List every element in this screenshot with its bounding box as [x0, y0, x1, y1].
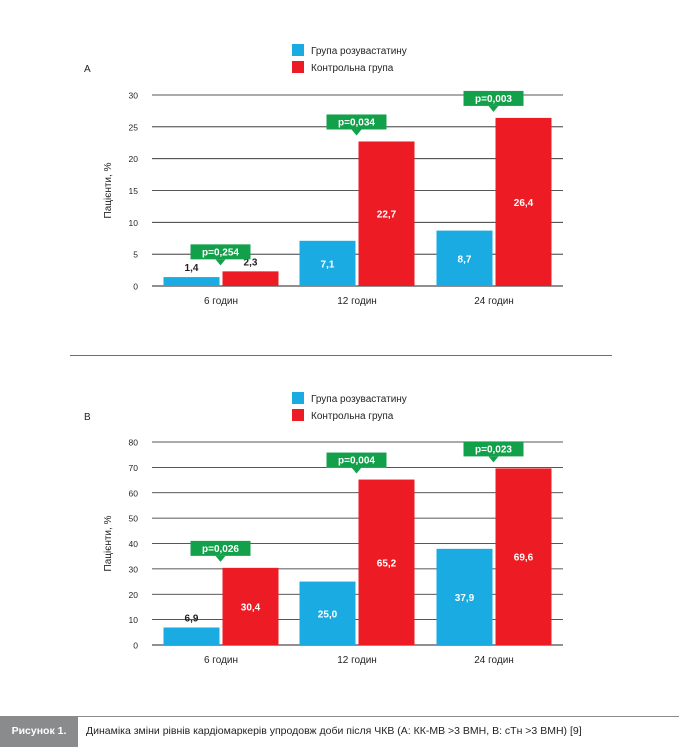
x-tick-label: 12 годин — [337, 296, 377, 307]
pvalue-badge-pointer — [351, 129, 362, 136]
y-tick-label: 20 — [129, 154, 139, 164]
legend-swatch — [292, 44, 304, 56]
bar — [222, 271, 279, 286]
pvalue-badge-pointer — [351, 467, 362, 474]
pvalue-label: p=0,003 — [475, 94, 512, 105]
bar — [495, 468, 552, 645]
bar — [222, 567, 279, 645]
bar — [358, 479, 415, 645]
legend-swatch — [292, 61, 304, 73]
y-tick-label: 30 — [129, 564, 139, 574]
x-tick-label: 12 годин — [337, 655, 377, 666]
data-label: 26,4 — [514, 198, 534, 209]
y-tick-label: 60 — [129, 488, 139, 498]
caption-tag: Рисунок 1. — [0, 716, 78, 747]
pvalue-badge: p=0,004 — [326, 452, 387, 474]
y-axis-label: Пацієнти, % — [103, 515, 114, 571]
pvalue-badge-box — [326, 452, 387, 468]
panel-label: А — [84, 64, 91, 75]
y-tick-label: 5 — [133, 250, 138, 260]
pvalue-badge: p=0,023 — [463, 441, 524, 463]
x-tick-label: 6 годин — [204, 655, 238, 666]
y-tick-label: 0 — [133, 282, 138, 292]
y-tick-label: 20 — [129, 590, 139, 600]
bar — [358, 141, 415, 286]
pvalue-badge-box — [190, 244, 251, 260]
pvalue-badge-box — [463, 441, 524, 457]
bar — [163, 277, 220, 286]
pvalue-badge: p=0,034 — [326, 114, 387, 136]
legend-label: Група розувастатину — [311, 46, 407, 57]
legend-label: Група розувастатину — [311, 394, 407, 405]
pvalue-label: p=0,026 — [202, 544, 239, 555]
pvalue-label: p=0,004 — [338, 456, 375, 467]
pvalue-badge-pointer — [488, 456, 499, 463]
y-tick-label: 10 — [129, 218, 139, 228]
y-tick-label: 70 — [129, 463, 139, 473]
y-axis-label: Пацієнти, % — [103, 162, 114, 218]
data-label: 1,4 — [185, 263, 199, 274]
legend-swatch — [292, 409, 304, 421]
pvalue-badge-box — [463, 90, 524, 106]
bar — [163, 627, 220, 645]
bar — [436, 548, 493, 645]
pvalue-badge-box — [190, 540, 251, 556]
pvalue-label: p=0,023 — [475, 444, 512, 455]
data-label: 37,9 — [455, 593, 475, 604]
legend-label: Контрольна група — [311, 63, 394, 74]
data-label: 69,6 — [514, 553, 534, 564]
data-label: 2,3 — [244, 257, 258, 268]
pvalue-badge: p=0,003 — [463, 90, 524, 112]
bar — [495, 117, 552, 286]
y-tick-label: 15 — [129, 186, 139, 196]
x-tick-label: 24 годин — [474, 655, 514, 666]
y-tick-label: 25 — [129, 122, 139, 132]
y-tick-label: 50 — [129, 514, 139, 524]
legend-label: Контрольна група — [311, 411, 394, 422]
pvalue-label: p=0,034 — [338, 117, 375, 128]
data-label: 6,9 — [185, 613, 199, 624]
caption-rule — [78, 716, 679, 717]
bar — [299, 240, 356, 286]
y-tick-label: 80 — [129, 438, 139, 448]
data-label: 25,0 — [318, 609, 338, 620]
y-tick-label: 0 — [133, 641, 138, 651]
x-tick-label: 24 годин — [474, 296, 514, 307]
figure-caption: Рисунок 1. Динаміка зміни рівнів кардіом… — [0, 716, 679, 747]
bar — [436, 230, 493, 286]
pvalue-badge: p=0,026 — [190, 540, 251, 562]
bar — [299, 581, 356, 645]
panel-divider — [70, 355, 612, 356]
caption-text: Динаміка зміни рівнів кардіомаркерів упр… — [86, 725, 582, 737]
legend-swatch — [292, 392, 304, 404]
pvalue-badge-pointer — [488, 105, 499, 112]
y-tick-label: 10 — [129, 615, 139, 625]
y-tick-label: 30 — [129, 91, 139, 101]
pvalue-badge-box — [326, 114, 387, 130]
x-tick-label: 6 годин — [204, 296, 238, 307]
pvalue-badge-pointer — [215, 259, 226, 266]
data-label: 30,4 — [241, 602, 261, 613]
data-label: 22,7 — [377, 210, 397, 221]
pvalue-label: p=0,254 — [202, 247, 239, 258]
panel-label: В — [84, 412, 91, 423]
data-label: 8,7 — [458, 254, 472, 265]
pvalue-badge: p=0,254 — [190, 244, 251, 266]
chart-panel-a: А Група розувастатину Контрольна група 0 5 10… — [84, 44, 563, 307]
data-label: 65,2 — [377, 558, 397, 569]
pvalue-badge-pointer — [215, 555, 226, 562]
y-tick-label: 40 — [129, 539, 139, 549]
data-label: 7,1 — [321, 259, 335, 270]
chart-panel-b: В Група розувастатину Контрольна група 0 10 2… — [84, 392, 563, 666]
